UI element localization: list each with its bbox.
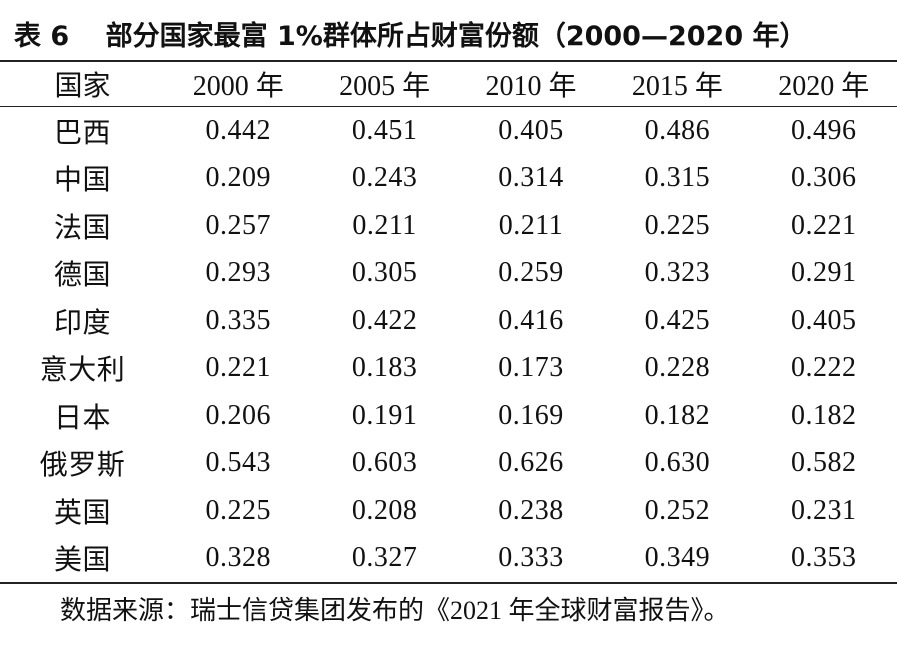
value-cell: 0.211 — [498, 209, 564, 241]
value-cell: 0.314 — [498, 162, 564, 194]
header-cell: 2005 年 — [339, 71, 431, 102]
table-row: 中国 0.209 0.243 0.314 0.315 0.306 — [0, 155, 897, 203]
value-cell: 0.315 — [644, 162, 711, 194]
value-cell: 0.191 — [351, 399, 418, 431]
country-cell: 英国 — [53, 497, 111, 529]
table-row: 意大利 0.221 0.183 0.173 0.228 0.222 — [0, 345, 897, 393]
country-cell: 俄罗斯 — [39, 450, 126, 482]
table-row: 美国 0.328 0.327 0.333 0.349 0.353 — [0, 535, 897, 583]
header-cell: 2015 年 — [631, 71, 723, 102]
table-header: 国家 2000 年 2005 年 2010 年 2015 年 2020 年 — [0, 61, 897, 107]
country-cell: 德国 — [53, 260, 111, 292]
value-cell: 0.333 — [498, 542, 564, 574]
table-row: 德国 0.293 0.305 0.259 0.323 0.291 — [0, 250, 897, 298]
value-cell: 0.353 — [791, 542, 857, 574]
value-cell: 0.231 — [791, 494, 857, 526]
country-cell: 美国 — [53, 545, 111, 577]
value-cell: 0.209 — [205, 162, 271, 194]
value-cell: 0.496 — [791, 114, 857, 146]
header-cell: 2000 年 — [192, 71, 284, 102]
value-cell: 0.405 — [791, 304, 857, 336]
header-cell: 2010 年 — [485, 71, 577, 102]
value-cell: 0.183 — [351, 352, 418, 384]
country-cell: 印度 — [53, 307, 111, 339]
table-row: 日本 0.206 0.191 0.169 0.182 0.182 — [0, 392, 897, 440]
value-cell: 0.451 — [351, 114, 418, 146]
value-cell: 0.225 — [644, 209, 711, 241]
value-cell: 0.169 — [498, 399, 564, 431]
table-row: 法国 0.257 0.211 0.211 0.225 0.221 — [0, 202, 897, 250]
value-cell: 0.405 — [498, 114, 564, 146]
value-cell: 0.291 — [791, 257, 857, 289]
value-cell: 0.173 — [498, 352, 564, 384]
table-title: 表 6 部分国家最富 1%群体所占财富份额（2000—2020 年） — [14, 21, 807, 52]
value-cell: 0.221 — [791, 209, 857, 241]
value-cell: 0.182 — [791, 399, 857, 431]
value-cell: 0.603 — [351, 447, 418, 479]
value-cell: 0.630 — [644, 447, 711, 479]
country-cell: 巴西 — [53, 117, 111, 149]
header-cell: 2020 年 — [778, 71, 870, 102]
value-cell: 0.211 — [352, 209, 417, 241]
table-row: 英国 0.225 0.208 0.238 0.252 0.231 — [0, 487, 897, 535]
value-cell: 0.442 — [205, 114, 271, 146]
table-row: 俄罗斯 0.543 0.603 0.626 0.630 0.582 — [0, 440, 897, 488]
value-cell: 0.208 — [351, 494, 418, 526]
source-note: 数据来源：瑞士信贷集团发布的《2021 年全球财富报告》。 — [60, 596, 730, 625]
value-cell: 0.327 — [351, 542, 418, 574]
value-cell: 0.293 — [205, 257, 271, 289]
value-cell: 0.422 — [351, 304, 418, 336]
value-cell: 0.257 — [205, 209, 271, 241]
header-row: 国家 2000 年 2005 年 2010 年 2015 年 2020 年 — [0, 61, 897, 107]
value-cell: 0.306 — [791, 162, 857, 194]
value-cell: 0.626 — [498, 447, 564, 479]
value-cell: 0.225 — [205, 494, 271, 526]
value-cell: 0.425 — [644, 304, 711, 336]
value-cell: 0.349 — [644, 542, 711, 574]
value-cell: 0.228 — [644, 352, 711, 384]
value-cell: 0.416 — [498, 304, 564, 336]
value-cell: 0.222 — [791, 352, 857, 384]
country-cell: 日本 — [53, 402, 111, 434]
value-cell: 0.486 — [644, 114, 711, 146]
country-cell: 法国 — [53, 212, 111, 244]
value-cell: 0.252 — [644, 494, 711, 526]
value-cell: 0.323 — [644, 257, 711, 289]
value-cell: 0.305 — [351, 257, 418, 289]
header-cell: 国家 — [54, 71, 111, 102]
value-cell: 0.206 — [205, 399, 271, 431]
value-cell: 0.335 — [205, 304, 271, 336]
value-cell: 0.328 — [205, 542, 271, 574]
country-cell: 中国 — [53, 165, 111, 197]
value-cell: 0.243 — [351, 162, 418, 194]
value-cell: 0.582 — [791, 447, 857, 479]
table-row: 印度 0.335 0.422 0.416 0.425 0.405 — [0, 297, 897, 345]
data-table: 国家 2000 年 2005 年 2010 年 2015 年 2020 年 巴西 0.442… — [0, 60, 897, 584]
value-cell: 0.221 — [205, 352, 271, 384]
table-row: 巴西 0.442 0.451 0.405 0.486 0.496 — [0, 107, 897, 155]
value-cell: 0.238 — [498, 494, 564, 526]
table-body: 巴西 0.442 0.451 0.405 0.486 0.496 中国 0.209 0.243 0… — [0, 107, 897, 583]
value-cell: 0.259 — [498, 257, 564, 289]
value-cell: 0.543 — [205, 447, 271, 479]
country-cell: 意大利 — [39, 355, 126, 387]
value-cell: 0.182 — [644, 399, 711, 431]
